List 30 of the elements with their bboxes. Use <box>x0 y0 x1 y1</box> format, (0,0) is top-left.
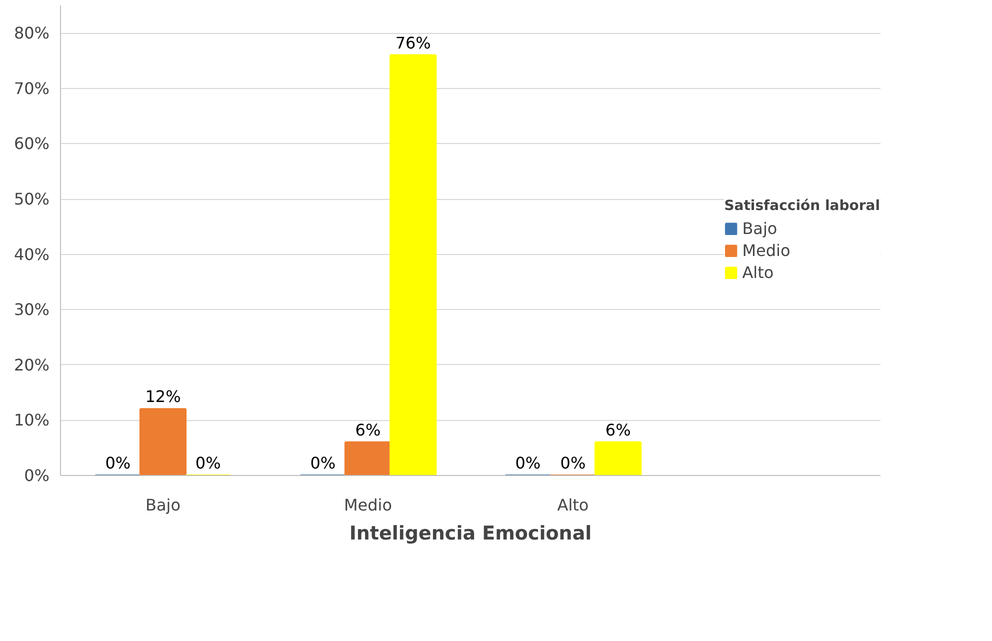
y-tick-label: 40% <box>14 244 50 264</box>
y-tick-label: 60% <box>14 134 50 154</box>
y-tick-label: 30% <box>14 300 50 320</box>
data-label: 0% <box>105 454 131 472</box>
data-label: 0% <box>195 454 221 472</box>
legend-label: Medio <box>742 241 790 260</box>
y-tick-label: 20% <box>14 355 50 374</box>
legend-title: Satisfacción laboral <box>724 198 880 214</box>
data-label: 0% <box>560 454 586 472</box>
y-tick-label: 80% <box>14 24 50 43</box>
bar <box>594 441 642 476</box>
y-tick-label: 70% <box>14 78 50 98</box>
y-tick-label: 0% <box>24 466 50 485</box>
data-label: 6% <box>605 420 631 440</box>
y-tick-label: 10% <box>14 410 50 430</box>
data-label: 76% <box>395 33 431 52</box>
x-tick-label: Bajo <box>145 496 181 514</box>
data-label: 6% <box>355 420 381 440</box>
y-tick-label: 50% <box>14 190 50 209</box>
data-label: 12% <box>145 387 181 406</box>
x-axis-title: Inteligencia Emocional <box>349 522 592 544</box>
x-tick-label: Medio <box>344 496 392 514</box>
data-label: 0% <box>515 454 541 472</box>
bar <box>390 54 437 476</box>
data-label: 0% <box>310 454 336 472</box>
x-tick-label: Alto <box>557 496 589 514</box>
bar <box>139 408 187 476</box>
legend-label: Bajo <box>742 219 778 238</box>
legend-label: Alto <box>742 263 774 282</box>
bar <box>344 441 392 476</box>
